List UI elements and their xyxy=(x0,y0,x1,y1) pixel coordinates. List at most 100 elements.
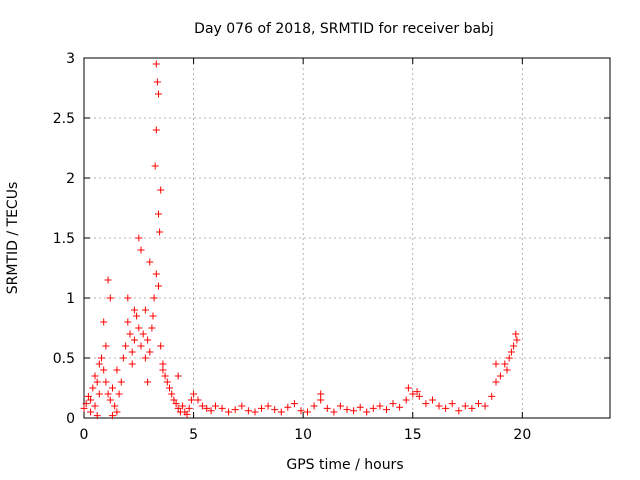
data-point xyxy=(258,404,265,412)
data-point xyxy=(87,408,95,416)
x-tick-label: 5 xyxy=(189,427,198,443)
data-point xyxy=(117,378,125,386)
data-point xyxy=(119,354,127,362)
data-point xyxy=(89,384,97,392)
data-point xyxy=(389,400,397,408)
data-point xyxy=(297,407,305,415)
data-point xyxy=(155,90,162,98)
data-point xyxy=(133,312,141,320)
chart-title: Day 076 of 2018, SRMTID for receiver bab… xyxy=(194,21,494,37)
plot-frame xyxy=(83,57,611,419)
data-point xyxy=(109,384,116,392)
data-point xyxy=(218,404,226,412)
data-point xyxy=(104,276,112,284)
data-point xyxy=(161,372,169,380)
data-point xyxy=(122,342,130,350)
data-point xyxy=(422,400,430,408)
data-point xyxy=(284,403,292,411)
data-point xyxy=(225,408,233,416)
data-point xyxy=(317,396,325,404)
x-tick-label: 15 xyxy=(404,427,422,443)
data-point xyxy=(174,404,182,412)
data-point xyxy=(150,294,158,302)
data-point xyxy=(98,354,105,362)
data-point xyxy=(369,404,377,412)
data-point xyxy=(135,234,143,242)
data-point xyxy=(323,404,331,412)
data-point xyxy=(130,336,138,344)
data-point xyxy=(146,348,154,356)
data-point xyxy=(317,390,325,398)
data-point xyxy=(264,402,272,410)
data-point xyxy=(144,336,152,344)
data-point xyxy=(468,404,476,412)
data-point xyxy=(84,392,92,400)
data-point xyxy=(231,406,239,414)
data-point xyxy=(350,407,358,415)
data-point xyxy=(271,406,279,414)
data-point xyxy=(104,390,112,398)
data-point xyxy=(152,126,160,134)
data-point xyxy=(304,408,311,416)
x-tick-label: 10 xyxy=(294,427,312,443)
data-point xyxy=(87,396,95,404)
data-point xyxy=(187,396,195,404)
data-point xyxy=(91,372,99,380)
data-point xyxy=(163,378,171,386)
y-tick-label: 2 xyxy=(66,171,75,187)
data-point xyxy=(124,294,132,302)
data-point xyxy=(238,402,246,410)
data-point xyxy=(137,342,145,350)
y-tick-label: 2.5 xyxy=(53,111,75,127)
data-point xyxy=(336,402,344,410)
data-point xyxy=(100,318,108,326)
data-point xyxy=(137,246,145,254)
data-point xyxy=(356,403,364,411)
data-point xyxy=(505,354,513,362)
x-tick-label: 20 xyxy=(513,427,531,443)
data-point xyxy=(139,330,147,338)
data-point xyxy=(113,408,121,416)
data-point xyxy=(415,392,423,400)
data-point xyxy=(80,404,88,412)
data-point xyxy=(513,336,521,344)
data-point xyxy=(128,360,136,368)
data-point xyxy=(413,388,421,396)
data-point xyxy=(126,330,134,338)
data-point xyxy=(435,402,443,410)
data-point xyxy=(512,330,520,338)
data-point xyxy=(330,408,338,416)
data-point xyxy=(159,360,167,368)
data-point xyxy=(488,392,496,400)
data-point xyxy=(455,407,463,415)
data-point xyxy=(102,378,110,386)
y-tick-label: 1.5 xyxy=(53,231,75,247)
data-point xyxy=(404,384,412,392)
data-point xyxy=(376,402,384,410)
data-point xyxy=(152,60,160,68)
data-point xyxy=(128,348,136,356)
data-point xyxy=(141,306,149,314)
data-point xyxy=(207,407,215,415)
data-point xyxy=(109,412,116,420)
y-tick-label: 1 xyxy=(66,291,75,307)
data-point xyxy=(212,402,219,410)
y-tick-label: 3 xyxy=(66,51,75,67)
data-point xyxy=(95,390,103,398)
data-point xyxy=(244,407,252,415)
data-point xyxy=(409,390,417,398)
axis-ticks: 0 0.5 1 1.5 2 2.5 3 0 5 10 15 20 xyxy=(53,51,610,443)
data-point xyxy=(149,312,157,320)
data-point xyxy=(168,390,176,398)
data-point xyxy=(155,210,162,218)
data-point xyxy=(363,408,371,416)
data-point xyxy=(82,400,90,408)
data-point xyxy=(343,406,351,414)
data-point xyxy=(507,348,515,356)
data-point xyxy=(113,366,121,374)
data-point xyxy=(402,396,410,404)
y-axis-label: SRMTID / TECUs xyxy=(5,182,21,295)
data-point xyxy=(251,408,259,416)
data-point xyxy=(144,378,152,386)
